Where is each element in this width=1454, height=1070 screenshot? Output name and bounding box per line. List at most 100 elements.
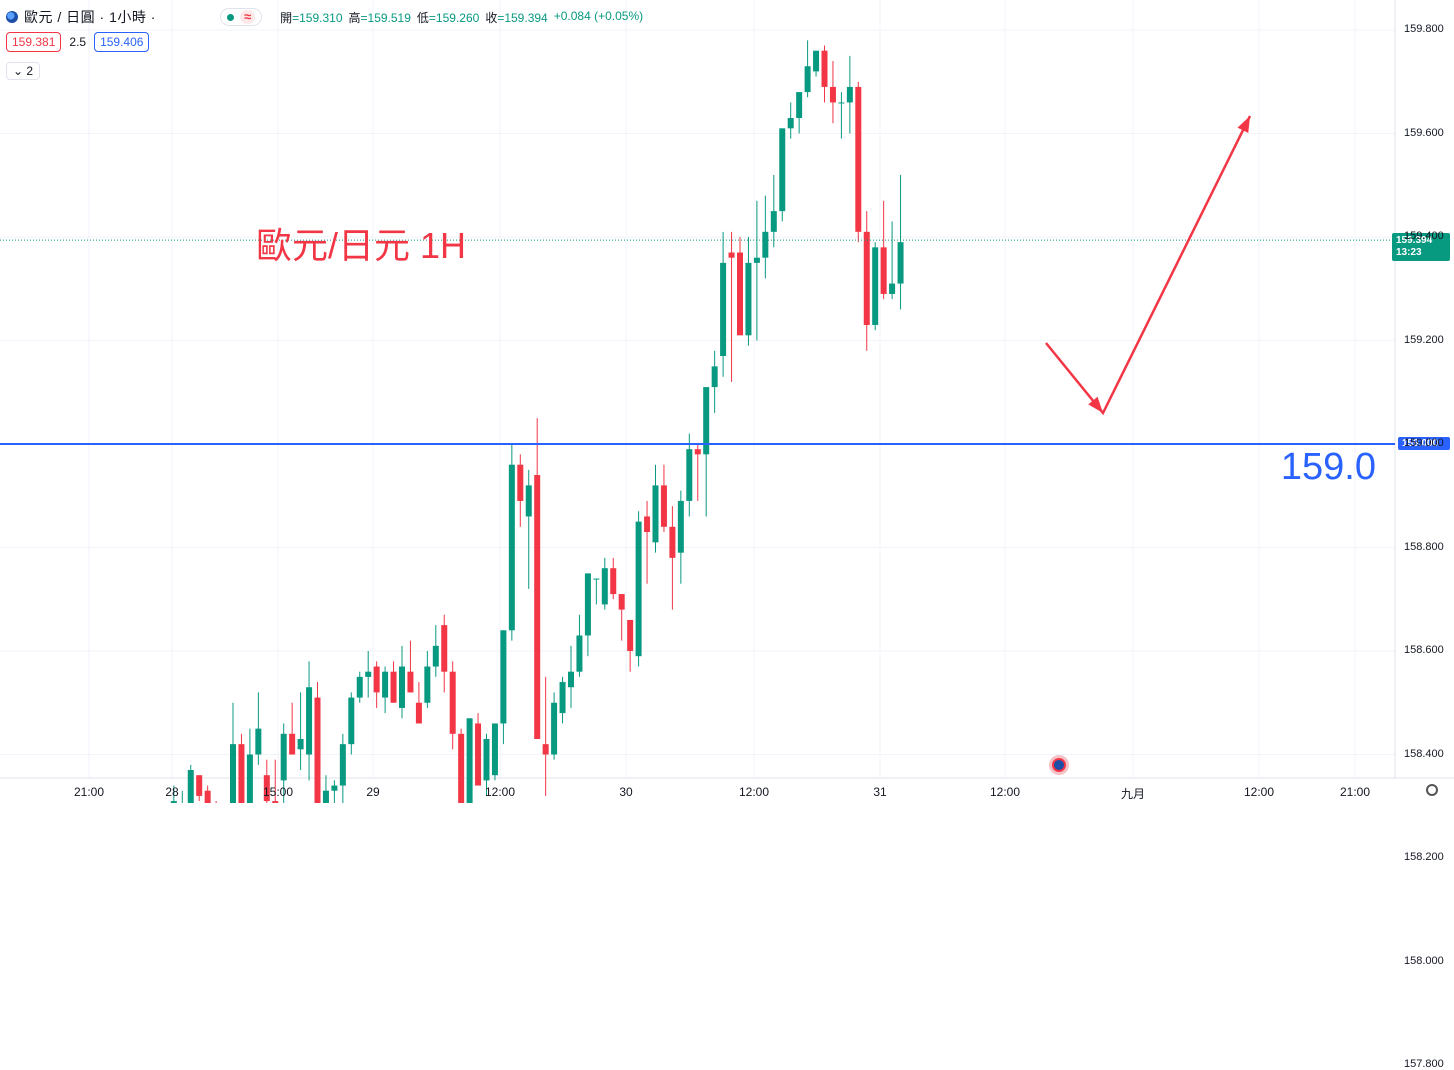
ohlc-item: 高=159.519	[349, 9, 411, 26]
candle-body	[542, 744, 549, 755]
candle-body	[238, 744, 245, 803]
candle-body	[525, 485, 532, 517]
candle-body	[610, 568, 617, 595]
price-axis-label: 158.200	[1404, 851, 1444, 863]
time-axis-label: 30	[619, 785, 633, 799]
ohlc-item: 收=159.394	[485, 9, 547, 26]
current-price-tag: 159.394 13:23	[1392, 233, 1450, 262]
candle-body	[407, 671, 414, 693]
candle-body	[390, 671, 397, 703]
candle-body	[204, 790, 211, 803]
candle-body	[796, 92, 803, 118]
ohlc-key: 高	[348, 10, 361, 25]
economic-event-icon[interactable]	[1049, 755, 1069, 775]
buy-button[interactable]: 159.406	[94, 32, 150, 52]
ohlc-value: =159.310	[292, 10, 343, 25]
symbol-title[interactable]: 歐元 / 日圓 · 1小時 ·	[24, 9, 156, 25]
candle-body	[880, 247, 887, 294]
candle-body	[627, 619, 634, 651]
candle-body	[314, 697, 321, 803]
candle-body	[170, 801, 177, 803]
ohlc-value: =159.519	[360, 10, 411, 25]
candle-body	[559, 682, 566, 714]
candle-body	[677, 500, 684, 553]
time-axis-label: 28	[165, 785, 179, 799]
time-axis-label: 21:00	[73, 785, 105, 799]
ohlc-item: 低=159.260	[417, 9, 479, 26]
candle-body	[872, 247, 879, 325]
candle-body	[365, 671, 372, 677]
candle-body	[322, 790, 329, 803]
time-axis-label: 12:00	[484, 785, 516, 799]
candle-body	[500, 630, 507, 724]
candle-body	[449, 671, 456, 734]
candle-body	[424, 666, 431, 703]
forecast-arrow	[1045, 115, 1252, 416]
candle-body	[753, 257, 760, 263]
candle-body	[263, 775, 270, 802]
candle-body	[737, 252, 743, 336]
bar-countdown: 13:23	[1396, 247, 1422, 259]
candle-body	[694, 449, 701, 455]
arrowhead-down	[1088, 396, 1103, 413]
candle-body	[576, 635, 583, 672]
sell-button[interactable]: 159.381	[6, 32, 62, 52]
candle-body	[584, 573, 591, 636]
candle-body	[889, 283, 896, 294]
price-axis-label: 158.800	[1404, 540, 1444, 553]
price-chart[interactable]	[0, 0, 1454, 803]
indicators-toggle-button[interactable]: ⌄ 2	[6, 62, 41, 80]
candle-body	[187, 770, 194, 803]
time-axis-label: 29	[366, 785, 380, 799]
candle-body	[855, 86, 862, 232]
candle-body	[441, 625, 448, 672]
candle-body	[432, 645, 439, 667]
candle-body	[230, 744, 236, 803]
time-axis-label: 31	[873, 785, 887, 799]
annotation-title: 歐元/日元 1H	[256, 225, 467, 266]
time-axis-label: 12:00	[989, 785, 1021, 799]
chart-header: 歐元 / 日圓 · 1小時 · ≈ 開=159.310 高=159.519 低=15…	[6, 6, 643, 28]
candle-body	[280, 733, 287, 781]
candle-body	[711, 366, 718, 388]
wave-icon: ≈	[239, 10, 256, 24]
candle-body	[635, 521, 642, 657]
candle-body	[813, 50, 820, 72]
candle-body	[382, 671, 389, 698]
candle-body	[289, 733, 296, 755]
ohlc-item: 開=159.310	[280, 9, 342, 26]
ohlc-key: 開	[280, 10, 293, 25]
candle-body	[770, 211, 777, 232]
candle-body	[762, 231, 769, 258]
candle-body	[593, 578, 600, 580]
candle-body	[897, 242, 904, 284]
candle-body	[246, 754, 253, 803]
price-axis-label: 159.800	[1404, 23, 1444, 35]
candle-body	[196, 775, 203, 796]
candle-body	[618, 594, 625, 610]
candle-body	[703, 387, 710, 455]
ohlc-item: +0.084 (+0.05%)	[554, 9, 643, 26]
indicator-count: 2	[26, 64, 34, 78]
market-open-icon	[226, 13, 234, 21]
time-axis-label: 12:00	[738, 785, 770, 799]
candle-body	[652, 485, 659, 543]
time-axis-label: 九月	[1120, 787, 1146, 801]
spread-value: 2.5	[69, 35, 87, 49]
candle-body	[373, 666, 380, 693]
time-axis-label: 21:00	[1339, 785, 1371, 799]
candle-body	[551, 702, 558, 755]
candle-body	[787, 117, 794, 129]
settings-gear-icon[interactable]	[1426, 784, 1438, 796]
candle-body	[804, 66, 811, 93]
candle-body	[306, 687, 313, 755]
level-label: 159.0	[1280, 446, 1376, 488]
candle-body	[534, 475, 541, 739]
ohlc-key: 收	[485, 10, 498, 25]
price-axis-label: 158.600	[1404, 644, 1444, 656]
ohlc-value: +0.084 (+0.05%)	[553, 8, 644, 23]
price-axis-label: 159.600	[1404, 126, 1444, 139]
level-price-tag: 159.000	[1398, 437, 1450, 450]
ohlc-value: =159.394	[497, 10, 548, 25]
market-status-pill[interactable]: ≈	[219, 8, 263, 26]
